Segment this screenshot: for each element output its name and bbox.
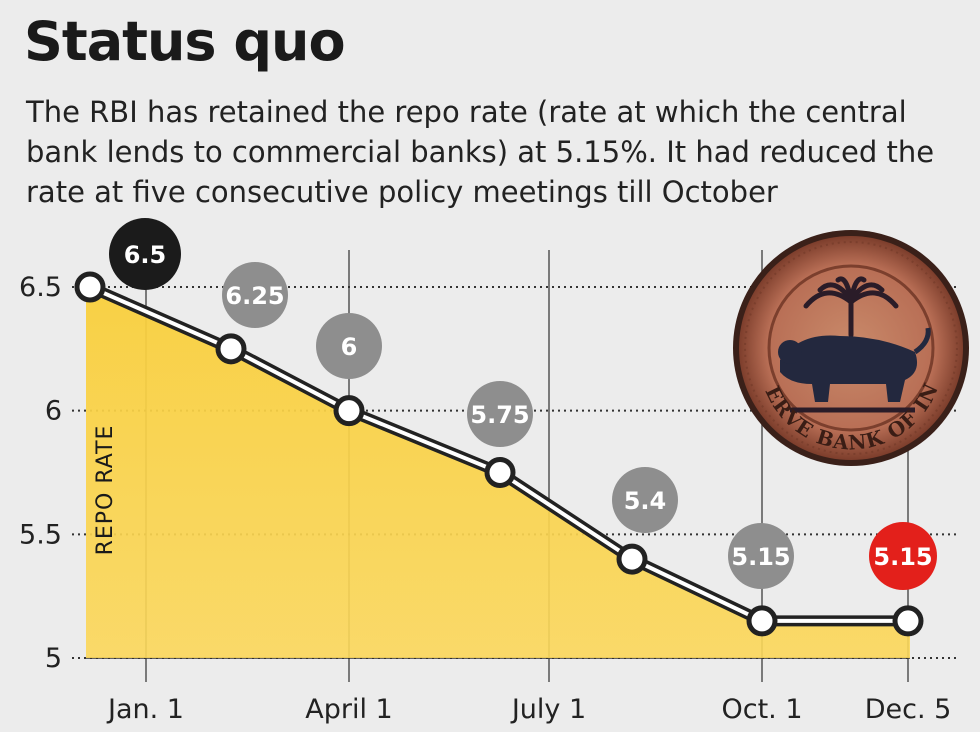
value-bubble <box>728 523 794 589</box>
data-label: 6.5 <box>124 241 167 269</box>
value-bubble <box>869 522 937 590</box>
y-tick-label: 6.5 <box>19 272 62 303</box>
data-point <box>333 395 365 427</box>
value-bubble <box>467 381 533 447</box>
data-point <box>484 457 516 488</box>
value-bubble <box>612 467 678 533</box>
data-label: 5.4 <box>624 487 667 515</box>
y-tick-label: 5 <box>45 643 62 674</box>
data-point <box>74 271 106 303</box>
data-point <box>215 333 247 365</box>
value-bubble <box>316 313 382 379</box>
x-tick-label: Dec. 5 <box>865 694 952 725</box>
data-label: 6 <box>341 333 358 361</box>
value-bubble <box>109 218 181 290</box>
x-tick-label: April 1 <box>305 694 392 725</box>
data-label: 5.15 <box>873 543 932 571</box>
labels-layer: 6.5 6.25 6 5.75 5.4 5.15 5.15 <box>109 218 937 590</box>
line-layer <box>74 271 924 637</box>
x-tick-label: Jan. 1 <box>106 694 184 725</box>
data-label: 6.25 <box>225 282 284 310</box>
chart-title: Status quo <box>24 10 346 73</box>
data-point <box>746 605 778 637</box>
x-tick-label: Oct. 1 <box>721 694 802 725</box>
value-bubble <box>222 262 288 328</box>
data-label: 5.75 <box>470 401 529 429</box>
x-tick-label: July 1 <box>510 694 586 725</box>
data-label: 5.15 <box>731 543 790 571</box>
data-point <box>892 605 924 637</box>
y-tick-label: 6 <box>45 396 62 427</box>
chart-subtitle: The RBI has retained the repo rate (rate… <box>26 95 935 209</box>
y-axis-label: REPO RATE <box>93 425 118 556</box>
data-point <box>616 543 648 575</box>
y-tick-label: 5.5 <box>19 519 62 550</box>
